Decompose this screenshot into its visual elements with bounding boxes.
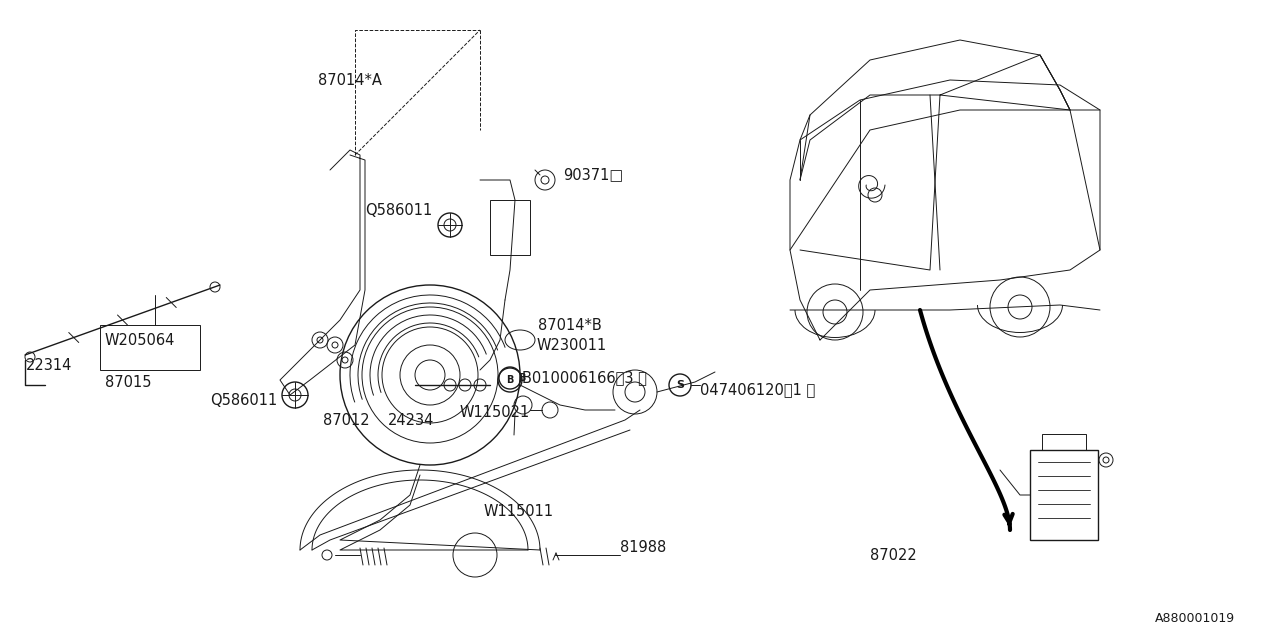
Text: 81988: 81988 <box>620 541 667 556</box>
Text: 90371□: 90371□ <box>563 168 623 182</box>
Text: 87014*A: 87014*A <box>317 72 381 88</box>
Text: 87022: 87022 <box>870 547 916 563</box>
Text: W115011: W115011 <box>484 504 554 520</box>
Text: 87015: 87015 <box>105 374 151 390</box>
Text: 87014*B: 87014*B <box>538 317 602 333</box>
Text: S: S <box>676 380 684 390</box>
Text: B010006166（3 ）: B010006166（3 ） <box>522 371 646 385</box>
Text: W115021: W115021 <box>460 404 530 419</box>
Text: 047406120（1 ）: 047406120（1 ） <box>700 383 815 397</box>
Text: B: B <box>518 373 526 383</box>
Text: 22314: 22314 <box>26 358 73 372</box>
Text: B: B <box>507 375 513 385</box>
Text: Q586011: Q586011 <box>210 392 278 408</box>
Bar <box>100 325 200 370</box>
Bar <box>490 200 530 255</box>
Text: W230011: W230011 <box>538 337 607 353</box>
Bar <box>1030 450 1098 540</box>
Text: Q586011: Q586011 <box>365 202 433 218</box>
Text: W205064: W205064 <box>105 333 175 348</box>
Bar <box>1042 434 1085 450</box>
Text: A880001019: A880001019 <box>1155 612 1235 625</box>
Text: 24234: 24234 <box>388 413 434 428</box>
Text: 87012: 87012 <box>323 413 370 428</box>
